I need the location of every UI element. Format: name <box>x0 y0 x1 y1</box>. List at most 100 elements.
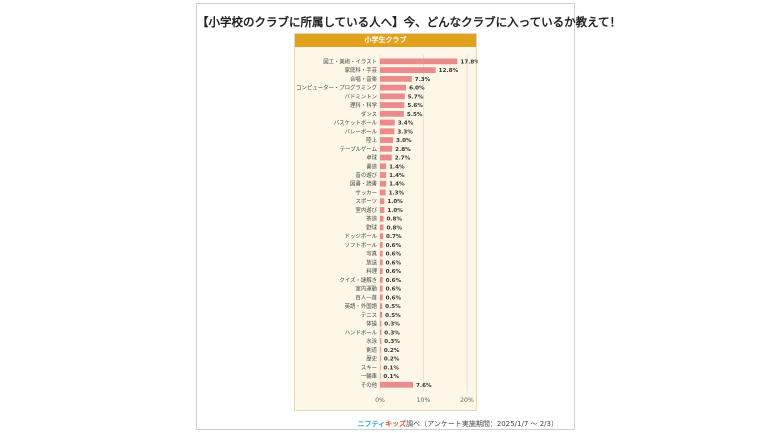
bar <box>380 373 381 379</box>
bar <box>380 355 381 362</box>
value-label: 0.7% <box>386 234 402 240</box>
bar <box>380 294 383 301</box>
page-title: 【小学校のクラブに所属している人へ】今、どんなクラブに入っているか教えて！ <box>197 15 622 29</box>
source-footer: ニフティキッズ調べ（アンケート実施期間：2025/1/7 〜 2/3） <box>358 419 558 429</box>
bar <box>380 346 381 353</box>
category-label: バドミントン <box>344 93 377 100</box>
value-label: 1.0% <box>387 199 403 205</box>
category-label: 茶道 <box>366 215 377 223</box>
bar <box>380 58 458 65</box>
bar <box>380 172 387 178</box>
bar <box>380 233 384 240</box>
bar <box>380 250 383 257</box>
bar <box>380 84 407 91</box>
value-label: 1.4% <box>389 173 405 179</box>
value-label: 6.0% <box>409 86 425 92</box>
value-label: 3.3% <box>397 129 413 135</box>
x-tick-label: 0% <box>375 397 385 404</box>
value-label: 0.6% <box>386 252 402 258</box>
value-label: 0.2% <box>384 348 400 354</box>
bar <box>380 180 387 187</box>
category-label: 体操 <box>366 320 377 328</box>
category-label: 歴史 <box>366 355 377 363</box>
bar <box>380 163 387 170</box>
category-label: バレーボール <box>345 127 378 135</box>
value-label: 0.6% <box>386 243 402 249</box>
category-label: テーブルゲーム <box>340 145 378 153</box>
bar <box>380 128 395 135</box>
category-label: スキー <box>361 364 377 371</box>
value-label: 1.4% <box>389 164 405 170</box>
category-label: 水泳 <box>366 337 377 345</box>
category-label: ソフトボール <box>345 241 378 249</box>
bar <box>380 381 414 388</box>
category-label: その他 <box>361 381 378 389</box>
bar <box>380 110 404 117</box>
bar <box>380 364 381 371</box>
chart-title: 小学生クラブ <box>295 34 476 47</box>
value-label: 0.8% <box>386 217 402 223</box>
bar <box>380 338 382 344</box>
value-label: 5.7% <box>408 94 424 100</box>
category-label: テニス <box>361 312 377 319</box>
bar <box>380 93 405 100</box>
bar <box>380 215 384 222</box>
category-label: 百人一首 <box>355 293 377 301</box>
bar <box>380 259 383 266</box>
value-label: 7.6% <box>416 383 432 389</box>
category-label: 理科・科学 <box>350 101 378 109</box>
category-label: 書道 <box>366 162 377 170</box>
x-tick-label: 10% <box>417 397 431 404</box>
bar <box>380 224 384 231</box>
value-label: 5.5% <box>407 112 423 118</box>
value-label: 0.1% <box>383 365 399 371</box>
category-label: スポーツ <box>356 197 377 205</box>
bar <box>380 329 382 336</box>
value-label: 0.5% <box>385 313 401 319</box>
category-label: 室内遊び <box>355 206 377 214</box>
value-label: 5.6% <box>407 103 423 109</box>
value-label: 0.6% <box>386 295 402 301</box>
bar <box>380 285 383 292</box>
value-label: 17.8% <box>460 59 478 65</box>
bar-chart: 0% 10% 20% 図工・美術・イラスト 17.8% 家庭科・手芸 12.8% 合唱・音楽 7… <box>296 55 478 404</box>
bar <box>380 276 383 283</box>
category-label: 一輪車 <box>361 372 378 380</box>
value-label: 0.6% <box>386 260 402 266</box>
category-label: 図工・美術・イラスト <box>323 57 377 65</box>
bar <box>380 311 383 318</box>
bar <box>380 67 436 74</box>
bar <box>380 102 405 108</box>
bar <box>380 119 395 126</box>
bar <box>380 75 412 82</box>
value-label: 0.5% <box>385 304 401 310</box>
value-label: 2.8% <box>395 147 411 153</box>
bar <box>380 207 385 213</box>
category-label: 陸上 <box>366 136 377 144</box>
bar <box>380 154 392 161</box>
value-label: 1.0% <box>387 208 403 214</box>
chart-card: 【小学校のクラブに所属している人へ】今、どんなクラブに入っているか教えて！ 小学… <box>196 3 622 430</box>
value-label: 1.4% <box>389 182 405 188</box>
value-label: 1.3% <box>389 190 405 196</box>
value-label: 2.7% <box>395 156 411 162</box>
value-label: 12.8% <box>439 68 459 74</box>
bar <box>380 303 383 309</box>
bar <box>380 242 383 248</box>
category-label: 図書・読書 <box>350 180 378 188</box>
category-label: ドッジボール <box>345 232 378 240</box>
category-label: サッカー <box>355 189 377 196</box>
value-label: 0.6% <box>386 278 402 284</box>
bar <box>380 189 386 196</box>
bar <box>380 145 393 152</box>
category-label: バスケットボール <box>334 119 378 127</box>
value-label: 0.1% <box>383 374 399 380</box>
category-label: 写真 <box>366 250 377 258</box>
category-label: 合唱・音楽 <box>350 75 378 83</box>
chart-panel: 小学生クラブ 0% 10% 20% 図工・美術・イラスト 17.8% 家庭科・手芸 12.8… <box>294 33 478 411</box>
bar <box>380 268 383 275</box>
category-label: 卓球 <box>366 154 377 162</box>
value-label: 3.4% <box>398 121 414 127</box>
x-tick-label: 20% <box>460 397 474 404</box>
category-label: 昔の遊び <box>355 171 377 179</box>
